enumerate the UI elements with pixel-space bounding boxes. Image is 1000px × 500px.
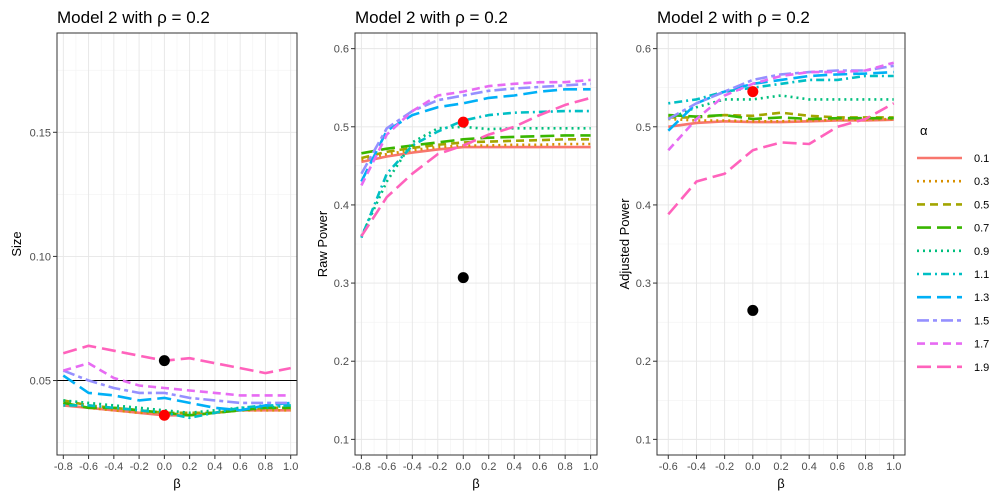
series-line-1.5 xyxy=(62,369,291,405)
x-tick-label: 0.2 xyxy=(481,461,496,473)
x-tick-label: 0.8 xyxy=(858,461,873,473)
series-line-0.9 xyxy=(360,125,591,237)
x-tick-label: -0.8 xyxy=(352,461,371,473)
legend-label: 1.1 xyxy=(974,269,989,281)
y-tick-label: 0.1 xyxy=(636,434,651,446)
series-line-0.7 xyxy=(63,401,291,417)
legend-label: 0.7 xyxy=(974,223,989,235)
series-line-1.9 xyxy=(360,96,591,237)
legend-label: 1.7 xyxy=(974,339,989,351)
x-axis-title: β xyxy=(777,476,784,491)
x-tick-label: 1.0 xyxy=(886,461,901,473)
y-tick-label: 0.4 xyxy=(636,200,651,212)
red-point xyxy=(457,116,469,128)
legend-label: 1.3 xyxy=(974,292,989,304)
x-tick-label: 0.0 xyxy=(157,461,172,473)
x-tick-label: -0.2 xyxy=(428,461,447,473)
x-tick-label: 1.0 xyxy=(583,461,598,473)
y-axis-title: Size xyxy=(9,231,24,256)
series-line-1.1 xyxy=(360,109,591,239)
panel-3: -0.6 -0.4 -0.2 0.0 0.2 0.4 0.6 0.8 1.0 0.1 0.2 0.3 0… xyxy=(617,8,906,491)
y-tick-label: 0.1 xyxy=(334,434,349,446)
series-line-1.3 xyxy=(62,374,291,412)
series-line-1.3 xyxy=(360,88,591,183)
x-tick-label: 0.4 xyxy=(507,461,522,473)
series-line-1.7 xyxy=(360,78,591,186)
y-tick-label: 0.05 xyxy=(30,376,51,388)
y-tick-label: 0.3 xyxy=(636,278,651,290)
x-tick-label: -0.8 xyxy=(54,461,73,473)
series-line-0.7 xyxy=(668,113,894,121)
series-line-0.7 xyxy=(361,134,591,155)
y-tick-label: 0.10 xyxy=(30,251,51,263)
legend-label: 1.9 xyxy=(974,362,989,374)
y-tick-label: 0.2 xyxy=(334,356,349,368)
series-line-1.9 xyxy=(62,344,291,375)
legend-title: α xyxy=(920,123,928,138)
x-axis-title: β xyxy=(472,476,479,491)
x-tick-label: 0.4 xyxy=(207,461,222,473)
y-tick-label: 0.5 xyxy=(334,122,349,134)
legend: α 0.1 0.3 0.5 0.7 0.9 1.1 1.3 1.5 1.7 1.9 xyxy=(917,123,989,374)
x-tick-label: -0.6 xyxy=(659,461,678,473)
x-tick-label: -0.6 xyxy=(377,461,396,473)
series-line-1.7 xyxy=(667,61,895,152)
y-tick-label: 0.4 xyxy=(334,200,349,212)
y-tick-label: 0.3 xyxy=(334,278,349,290)
y-tick-label: 0.6 xyxy=(636,44,651,56)
black-point xyxy=(457,272,469,284)
x-tick-label: 0.4 xyxy=(802,461,817,473)
series-line-0.1 xyxy=(361,145,591,164)
legend-label: 0.9 xyxy=(974,246,989,258)
series-line-0.3 xyxy=(668,117,894,123)
x-tick-label: 0.6 xyxy=(830,461,845,473)
x-tick-label: -0.4 xyxy=(403,461,422,473)
x-tick-label: -0.4 xyxy=(104,461,123,473)
x-tick-label: 0.6 xyxy=(532,461,547,473)
x-tick-label: 0.6 xyxy=(233,461,248,473)
x-tick-label: -0.2 xyxy=(130,461,149,473)
x-tick-label: -0.4 xyxy=(687,461,706,473)
y-axis-title: Adjusted Power xyxy=(617,198,632,290)
y-tick-label: 0.2 xyxy=(636,356,651,368)
y-tick-label: 0.5 xyxy=(636,122,651,134)
series-line-0.3 xyxy=(361,142,591,161)
series-line-1.7 xyxy=(62,361,291,397)
series-line-1.1 xyxy=(668,74,894,105)
series-line-1.1 xyxy=(63,404,291,420)
x-tick-label: 0.8 xyxy=(558,461,573,473)
panel-2: -0.8 -0.6 -0.4 -0.2 0.0 0.2 0.4 0.6 0.8 1.0 0.1 0.2… xyxy=(315,8,598,491)
x-tick-label: 0.8 xyxy=(258,461,273,473)
legend-label: 1.5 xyxy=(974,315,989,327)
y-axis-title: Raw Power xyxy=(315,210,330,277)
red-point xyxy=(158,409,170,421)
panel-border xyxy=(56,32,298,456)
x-tick-label: 0.2 xyxy=(182,461,197,473)
x-axis-title: β xyxy=(173,476,180,491)
series-line-1.5 xyxy=(360,82,591,175)
x-tick-label: 0.2 xyxy=(773,461,788,473)
legend-label: 0.5 xyxy=(974,199,989,211)
y-tick-label: 0.6 xyxy=(334,44,349,56)
x-tick-label: 1.0 xyxy=(283,461,298,473)
panel-title: Model 2 with ρ = 0.2 xyxy=(355,8,508,27)
black-point xyxy=(158,355,170,367)
legend-label: 0.1 xyxy=(974,153,989,165)
series-line-1.9 xyxy=(667,102,895,216)
panel-title: Model 2 with ρ = 0.2 xyxy=(57,8,210,27)
x-tick-label: -0.6 xyxy=(79,461,98,473)
black-point xyxy=(747,304,759,316)
panel-title: Model 2 with ρ = 0.2 xyxy=(657,8,810,27)
y-tick-label: 0.15 xyxy=(30,127,51,139)
x-tick-label: 0.0 xyxy=(745,461,760,473)
series-line-0.5 xyxy=(361,138,591,160)
panel-border xyxy=(354,32,598,456)
red-point xyxy=(747,86,759,98)
x-tick-label: -0.2 xyxy=(715,461,734,473)
series-line-0.9 xyxy=(63,399,291,415)
legend-label: 0.3 xyxy=(974,176,989,188)
panel-1: -0.8 -0.6 -0.4 -0.2 0.0 0.2 0.4 0.6 0.8 1.0 0.05 0.… xyxy=(9,8,298,491)
x-tick-label: 0.0 xyxy=(456,461,471,473)
